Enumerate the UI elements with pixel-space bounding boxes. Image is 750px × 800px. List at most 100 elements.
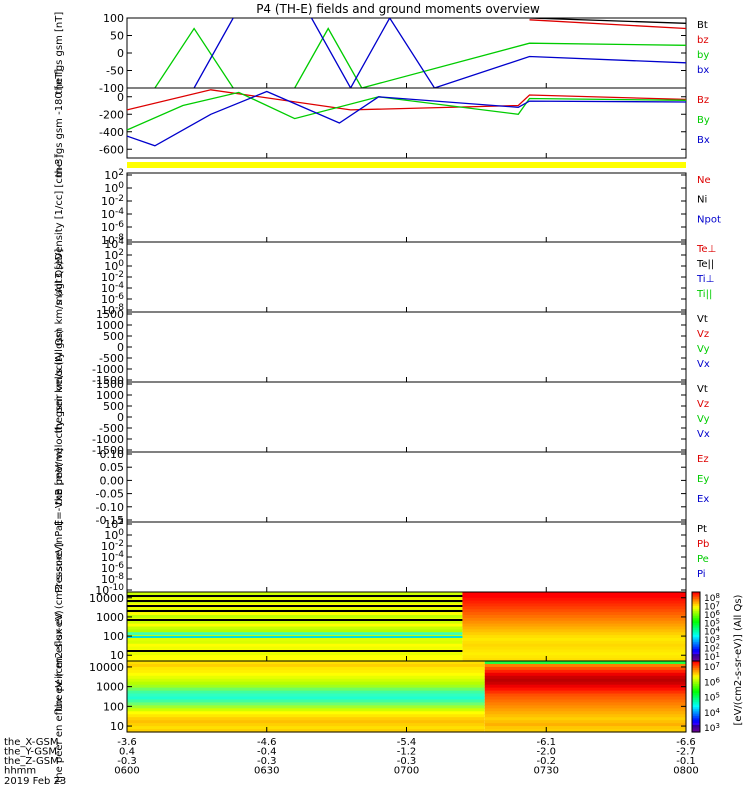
y-tick-label: 0.00 bbox=[100, 474, 125, 487]
y-tick-label: -500 bbox=[99, 352, 124, 365]
heatmap-cell bbox=[462, 658, 686, 662]
panel-10: 10000 1000 100 10 the peer en eflux eV (cm2-… bbox=[54, 610, 687, 783]
y-tick-label: 10000 bbox=[89, 592, 124, 605]
colorbar-cell bbox=[692, 598, 700, 602]
colorbar-cell bbox=[692, 716, 700, 719]
colorbar-cell bbox=[692, 652, 700, 655]
y-axis-label: the peir velocity gsm km/s (All Qs) bbox=[54, 261, 65, 434]
heatmap-cell bbox=[127, 696, 485, 701]
y-tick-label: 1500 bbox=[96, 378, 124, 391]
y-tick-label: -500 bbox=[99, 422, 124, 435]
footer-value: 0600 bbox=[114, 766, 139, 777]
y-tick-label: -0.05 bbox=[96, 488, 124, 501]
colorbar-cell bbox=[692, 661, 700, 664]
heatmap-cell bbox=[127, 720, 485, 724]
y-tick-label: 10-4 bbox=[101, 550, 124, 564]
y-tick-label: 102 bbox=[104, 517, 124, 531]
footer-value: -6.6 bbox=[676, 737, 696, 748]
y-tick-label: 10 bbox=[110, 649, 124, 662]
y-tick-label: -0.15 bbox=[96, 514, 124, 527]
y-tick-label: 10-4 bbox=[101, 207, 124, 221]
heatmap-cell bbox=[127, 699, 485, 704]
y-tick-label: -200 bbox=[99, 108, 124, 121]
colorbar-cell bbox=[692, 593, 700, 597]
colorbar-cell bbox=[692, 694, 700, 698]
legend-bz: bz bbox=[697, 35, 709, 46]
y-tick-label: 0 bbox=[117, 411, 124, 424]
heatmap-cell bbox=[484, 693, 686, 698]
y-tick-label: 1000 bbox=[96, 319, 124, 332]
colorbar-cell bbox=[692, 607, 700, 610]
footer-value: -0.4 bbox=[257, 747, 277, 758]
heatmap-cell bbox=[127, 606, 463, 610]
legend-bx: Bx bbox=[697, 135, 710, 146]
legend-vx: Vx bbox=[697, 359, 710, 370]
colorbar-cell bbox=[692, 728, 700, 731]
heatmap-cell bbox=[127, 708, 485, 712]
heatmap-cell bbox=[484, 714, 686, 718]
y-tick-label: -400 bbox=[99, 126, 124, 139]
heatmap-cell bbox=[127, 592, 463, 596]
legend-ey: Ey bbox=[697, 474, 709, 485]
series-bz bbox=[529, 19, 686, 30]
colorbar-cell bbox=[692, 719, 700, 722]
footer-value: -6.1 bbox=[536, 737, 556, 748]
colorbar-cell bbox=[692, 689, 700, 692]
legend-ex: Ex bbox=[697, 494, 709, 505]
y-tick-label: -1500 bbox=[92, 444, 124, 457]
heatmap-cell bbox=[127, 632, 463, 636]
y-tick-label: -50 bbox=[106, 65, 124, 78]
colorbar-cell bbox=[692, 612, 700, 616]
y-tick-label: 0 bbox=[117, 341, 124, 354]
colorbar-tick: 107 bbox=[704, 661, 720, 673]
colorbar-cell bbox=[692, 614, 700, 617]
heatmap-cell bbox=[462, 652, 686, 656]
heatmap-cell bbox=[127, 690, 485, 695]
panel-frame bbox=[126, 381, 687, 453]
footer-row-label: the_Y-GSM bbox=[4, 747, 57, 758]
heatmap-cell bbox=[484, 708, 686, 712]
heatmap-cell bbox=[127, 717, 485, 721]
series-by bbox=[154, 27, 686, 88]
y-tick-label: 10-4 bbox=[101, 281, 124, 295]
heatmap-cell bbox=[127, 714, 485, 718]
colorbar-tick: 106 bbox=[704, 609, 720, 621]
y-tick-label: 500 bbox=[103, 400, 124, 413]
legend-ez: Ez bbox=[697, 454, 709, 465]
heatmap-cell bbox=[462, 655, 686, 659]
heatmap-cell bbox=[462, 629, 686, 633]
colorbar-cell bbox=[692, 619, 700, 622]
colorbar-tick: 107 bbox=[704, 600, 720, 612]
y-tick-label: 104 bbox=[104, 237, 124, 251]
colorbar-tick: 103 bbox=[704, 634, 720, 646]
colorbar-cell bbox=[692, 673, 700, 676]
footer-value: -0.3 bbox=[117, 756, 137, 767]
colorbar-electrons bbox=[691, 660, 701, 733]
series-group bbox=[127, 89, 686, 147]
colorbar-cell bbox=[692, 604, 700, 607]
heatmap-cell bbox=[484, 717, 686, 721]
colorbar-label: [eV/(cm2-s-sr-eV)] (All Qs) bbox=[733, 594, 744, 725]
heatmap-cell bbox=[462, 638, 686, 642]
colorbar-cell bbox=[692, 692, 700, 696]
y-axis-label: Pressure [nPa] bbox=[54, 521, 65, 593]
heatmap-cell bbox=[484, 705, 686, 709]
legend-ti: Ti|| bbox=[696, 289, 712, 300]
colorbar-cell bbox=[692, 621, 700, 624]
y-axis-label: Density [1/cc] [cm-3] bbox=[54, 154, 65, 260]
y-tick-label: 100 bbox=[104, 259, 124, 273]
legend-vy: Vy bbox=[697, 414, 710, 425]
y-tick-label: 1000 bbox=[96, 389, 124, 402]
y-tick-label: 10-2 bbox=[101, 539, 124, 553]
y-tick-label: 102 bbox=[104, 168, 124, 182]
colorbar-cell bbox=[692, 602, 700, 605]
y-tick-label: 0 bbox=[117, 91, 124, 104]
y-tick-label: 1500 bbox=[96, 308, 124, 321]
heatmap-cell bbox=[127, 620, 463, 625]
heatmap-cell bbox=[484, 720, 686, 724]
heatmap-cell bbox=[127, 684, 485, 689]
heatmap-cell bbox=[484, 661, 686, 665]
colorbar-cell bbox=[692, 655, 700, 659]
panel-frame bbox=[126, 451, 687, 523]
